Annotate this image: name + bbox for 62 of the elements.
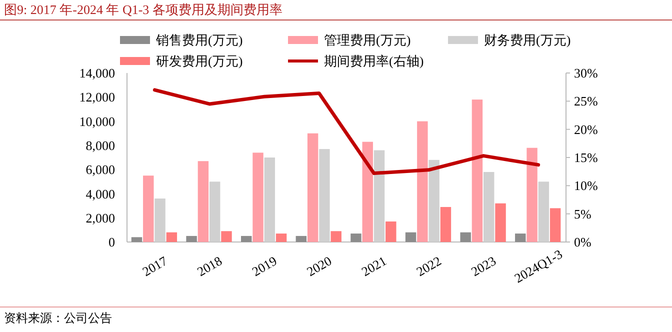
y2-tick-label: 20% — [574, 122, 598, 137]
y-tick-label: 0 — [108, 234, 115, 250]
line-series — [152, 88, 540, 176]
legend-label: 研发费用(万元) — [156, 54, 243, 69]
bar — [221, 231, 232, 242]
x-tick-label: 2023 — [468, 253, 499, 280]
bar — [186, 236, 197, 242]
bar — [264, 158, 276, 242]
bar — [472, 100, 483, 242]
y-tick-label: 4,000 — [86, 186, 115, 202]
bar — [460, 232, 471, 242]
y-tick-label: 2,000 — [86, 210, 115, 226]
x-tick-label: 2017 — [140, 252, 170, 280]
bar — [526, 148, 538, 242]
bar — [386, 221, 396, 242]
y2-tick-label: 5% — [574, 206, 592, 222]
x-tick-label: 2018 — [194, 253, 225, 280]
legend-label: 财务费用(万元) — [484, 32, 571, 48]
y2-tick-label: 30% — [574, 66, 598, 81]
bar — [428, 160, 440, 242]
bar — [131, 237, 142, 242]
bar — [350, 234, 362, 242]
bar — [307, 133, 318, 242]
y2-tick-label: 15% — [574, 150, 598, 166]
y2-tick-label: 0% — [574, 234, 592, 250]
bar — [143, 176, 154, 242]
bar — [154, 198, 166, 242]
bar — [440, 206, 452, 242]
x-tick-label: 2022 — [414, 253, 444, 280]
bar — [362, 142, 373, 242]
y-tick-label: 10,000 — [79, 114, 115, 129]
bar — [252, 152, 264, 242]
bar — [296, 236, 307, 242]
y-tick-label: 8,000 — [86, 138, 115, 153]
bar — [198, 161, 209, 242]
bar — [405, 232, 416, 242]
legend-label: 管理费用(万元) — [324, 32, 411, 48]
bar — [495, 203, 506, 242]
bar — [515, 234, 526, 242]
bar — [276, 234, 287, 242]
x-tick-label: 2020 — [304, 253, 334, 280]
bar — [166, 232, 178, 242]
bar — [330, 231, 342, 242]
bar — [484, 172, 494, 242]
y-tick-label: 14,000 — [79, 66, 115, 81]
bar — [209, 182, 220, 242]
bar — [374, 150, 385, 242]
legend-label: 期间费用率(右轴) — [324, 54, 424, 69]
legend-label: 销售费用(万元) — [155, 32, 243, 48]
y2-tick-label: 10% — [574, 178, 598, 194]
bar — [550, 208, 561, 242]
bar — [319, 149, 330, 242]
y-tick-label: 6,000 — [86, 162, 115, 178]
bar — [240, 236, 252, 242]
bar — [417, 121, 428, 242]
x-tick-label: 2021 — [358, 253, 389, 280]
x-tick-label: 2019 — [249, 253, 280, 280]
text: 资料来源：公司公告 — [4, 311, 112, 325]
bar — [538, 182, 550, 242]
chart-title: 图9: 2017 年-2024 年 Q1-3 各项费用及期间费用率 — [4, 2, 282, 17]
y2-tick-label: 25% — [574, 94, 598, 109]
y-tick-label: 12,000 — [79, 90, 115, 105]
